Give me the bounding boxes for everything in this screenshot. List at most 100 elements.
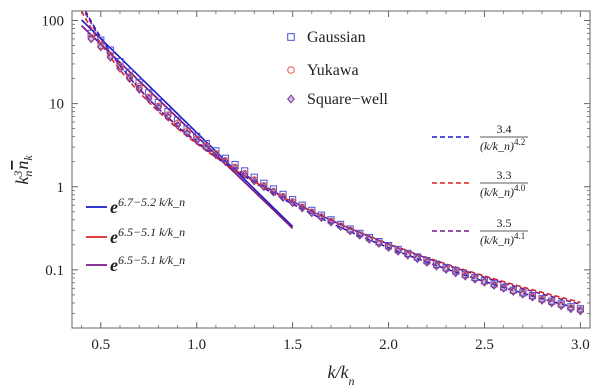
legend-fit-base: e xyxy=(110,227,118,247)
legend-fit-label: e6.7−5.2 k/k_n xyxy=(110,195,185,217)
data-point xyxy=(221,157,230,167)
legend-label: Square−well xyxy=(307,91,389,108)
x-tick-label: 0.5 xyxy=(91,337,110,353)
data-point xyxy=(183,128,191,136)
data-point xyxy=(250,173,258,181)
data-point xyxy=(212,150,220,160)
data-point xyxy=(538,295,546,305)
data-point xyxy=(499,283,508,293)
data-point xyxy=(279,190,287,198)
data-point xyxy=(375,238,383,248)
exp-fit-line-0 xyxy=(81,19,294,228)
data-point xyxy=(125,74,134,84)
data-point xyxy=(432,261,441,271)
axis-ticks: 0.5 1.0 1.5 2.0 2.5 3.0 0.1 1 10 100 xyxy=(42,11,590,353)
series-square-well xyxy=(87,34,585,316)
y-tick-label: 100 xyxy=(42,13,65,29)
legend-fraction-numerator: 3.3 xyxy=(497,168,512,182)
data-point xyxy=(442,265,450,275)
data-point xyxy=(164,108,172,116)
legend-fraction-den-power: 4.1 xyxy=(514,231,525,241)
y-axis-title-n: n xyxy=(12,161,32,170)
data-point xyxy=(490,280,498,290)
legend-power-fit-2: 3.5(k/k_n)4.1 xyxy=(432,216,528,247)
data-point xyxy=(260,182,268,192)
legend-label: Yukawa xyxy=(307,62,359,79)
x-tick-label: 1.0 xyxy=(187,337,206,353)
data-point xyxy=(144,94,153,104)
axis-titles: k/kn kn3nk xyxy=(11,155,354,385)
data-point xyxy=(231,160,239,169)
data-point xyxy=(346,226,354,236)
y-tick-label: 1 xyxy=(57,180,65,196)
legend-marker-circle xyxy=(287,66,295,74)
data-point xyxy=(97,41,105,50)
data-point xyxy=(173,116,182,124)
legend-item-gaussian: Gaussian xyxy=(287,29,366,46)
data-point xyxy=(480,277,489,287)
data-point xyxy=(365,234,374,244)
data-point xyxy=(135,83,143,91)
legend-item-square-well: Square−well xyxy=(287,91,389,108)
legend-fraction-numerator: 3.5 xyxy=(497,216,512,230)
data-point xyxy=(269,185,278,193)
data-point xyxy=(269,187,278,197)
data-point xyxy=(193,135,201,143)
data-point xyxy=(106,51,114,60)
data-point xyxy=(116,63,124,73)
legend-fraction-denominator: (k/k_n)4.2 xyxy=(480,137,525,153)
data-points xyxy=(87,29,585,316)
data-point xyxy=(547,298,556,308)
y-tick-label: 10 xyxy=(49,97,64,113)
data-point xyxy=(576,306,585,316)
plot-border xyxy=(71,10,591,329)
data-point xyxy=(557,301,565,311)
legend-fit-exponent: 6.5−5.1 k/k_n xyxy=(118,253,185,267)
data-point xyxy=(154,102,163,112)
legend-label: Gaussian xyxy=(307,29,366,46)
x-axis-title: k/kn xyxy=(328,362,355,385)
data-point xyxy=(231,163,239,173)
x-tick-label: 3.0 xyxy=(571,337,590,353)
axes-frame xyxy=(71,10,591,329)
data-point xyxy=(106,52,115,62)
data-point xyxy=(145,93,153,101)
legend-fraction-denominator: (k/k_n)4.1 xyxy=(480,231,525,247)
legend-fraction-den-power: 4.0 xyxy=(514,183,526,193)
data-point xyxy=(403,250,412,260)
data-point xyxy=(451,268,460,278)
legend-fit-base: e xyxy=(110,255,118,275)
data-point xyxy=(336,222,345,232)
data-point xyxy=(327,217,335,227)
data-point xyxy=(221,154,230,162)
data-point xyxy=(356,230,364,240)
data-point xyxy=(298,203,306,213)
data-point xyxy=(384,243,393,252)
legend-fraction-den-base: (k/k_n) xyxy=(480,185,514,199)
legend-exp-fit-1: e6.5−5.1 k/k_n xyxy=(86,225,185,247)
data-point xyxy=(519,289,527,299)
legend-fraction-denominator: (k/k_n)4.0 xyxy=(480,183,526,199)
data-point xyxy=(202,140,210,148)
data-point xyxy=(288,198,297,208)
data-point xyxy=(154,98,162,107)
legend-item-yukawa: Yukawa xyxy=(287,62,359,79)
data-point xyxy=(125,73,134,81)
data-point xyxy=(509,286,518,296)
data-point xyxy=(164,112,172,121)
legend-fit-base: e xyxy=(110,197,118,217)
data-point xyxy=(394,246,402,256)
legend-power-fit-1: 3.3(k/k_n)4.0 xyxy=(432,168,528,199)
data-point xyxy=(260,179,268,187)
data-point xyxy=(173,120,182,130)
y-axis-title-sup: 3 xyxy=(11,171,25,178)
x-tick-label: 2.0 xyxy=(379,337,398,353)
legend-exp-fit-0: e6.7−5.2 k/k_n xyxy=(86,195,185,217)
legend-fit-exponent: 6.7−5.2 k/k_n xyxy=(118,195,185,209)
y-tick-label: 0.1 xyxy=(45,263,64,279)
data-point xyxy=(413,254,422,264)
data-point xyxy=(250,176,259,186)
x-axis-title-sub: n xyxy=(348,374,354,385)
